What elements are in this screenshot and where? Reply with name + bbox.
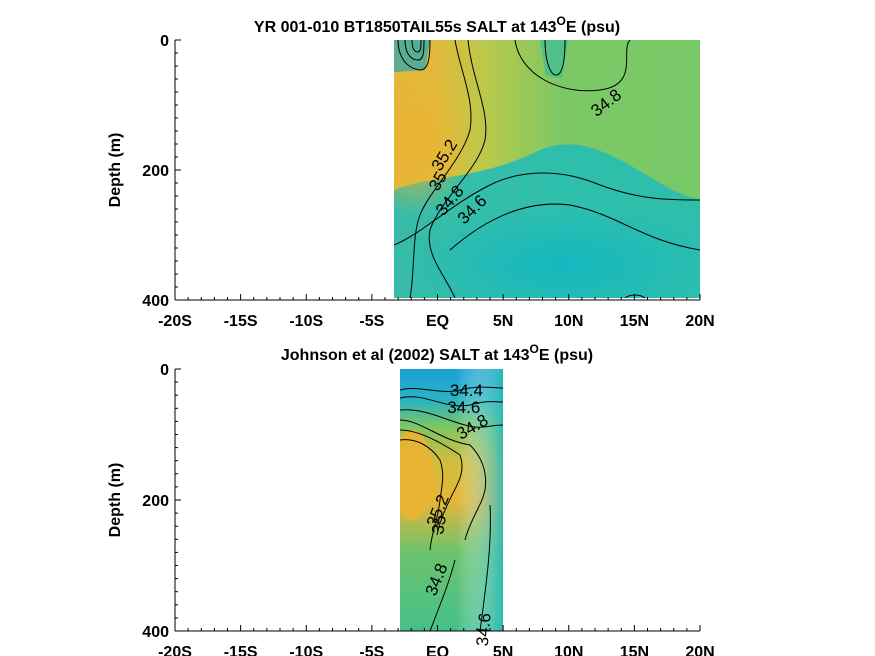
x-tick-label: 10N [554, 313, 583, 330]
x-tick-label: 20N [685, 313, 714, 330]
y-axis-label-2: Depth (m) [107, 463, 124, 538]
x-tick-label: -15S [224, 644, 258, 656]
x-tick-label: EQ [426, 313, 449, 330]
panel-observation: Johnson et al (2002) SALT at 143OE (psu)… [107, 342, 715, 656]
x-tick-label: -10S [289, 313, 323, 330]
y-tick-label: 400 [142, 293, 169, 310]
contour-label: 35 [428, 514, 450, 536]
contour-lines [394, 40, 700, 298]
contour-label: 34.6 [447, 398, 480, 417]
x-tick-label: -10S [289, 644, 323, 656]
x-axis-2: -20S -15S -10S -5S EQ 5N 10N 15N 20N 0 200 400 [142, 362, 714, 656]
y-tick-label: 0 [160, 33, 169, 50]
salinity-field-2 [400, 369, 503, 631]
y-tick-label: 0 [160, 362, 169, 379]
y-tick-label: 400 [142, 624, 169, 641]
x-tick-label: 15N [620, 644, 649, 656]
x-axis: -20S -15S -10S -5S EQ 5N 10N 15N 20N 0 200 400 [142, 33, 714, 330]
x-tick-label: 10N [554, 644, 583, 656]
x-tick-label: 5N [493, 313, 513, 330]
x-tick-label: 15N [620, 313, 649, 330]
x-tick-label: -15S [224, 313, 258, 330]
contour-lines-2 [400, 386, 503, 631]
x-tick-label: EQ [426, 644, 449, 656]
x-tick-label: -5S [359, 313, 384, 330]
x-tick-label: 5N [493, 644, 513, 656]
chart-title-2: Johnson et al (2002) SALT at 143OE (psu) [281, 342, 593, 364]
chart-title: YR 001-010 BT1850TAIL55s SALT at 143OE (… [254, 14, 620, 36]
contour-label: 34.6 [473, 612, 495, 647]
contour-label: 34.4 [450, 381, 483, 400]
salinity-field [394, 40, 700, 298]
y-tick-label: 200 [142, 493, 169, 510]
panel-model: YR 001-010 BT1850TAIL55s SALT at 143OE (… [107, 14, 715, 330]
x-tick-label: 20N [685, 644, 714, 656]
x-tick-label: -5S [359, 644, 384, 656]
y-axis-label: Depth (m) [107, 133, 124, 208]
x-tick-label: -20S [158, 644, 192, 656]
y-tick-label: 200 [142, 163, 169, 180]
x-tick-label: -20S [158, 313, 192, 330]
